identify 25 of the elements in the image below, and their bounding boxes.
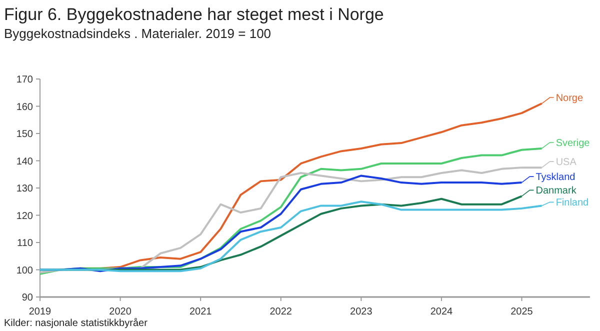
legend-label: Finland [556,198,589,209]
legend-label: Sverige [556,138,590,149]
y-tick-label: 90 [22,292,34,304]
y-tick-label: 140 [16,156,34,168]
text: Kilder: nasjonale statistikkbyråer [4,317,148,329]
x-tick-label: 2024 [430,306,454,318]
x-tick-label: 2019 [28,306,52,318]
y-tick-label: 110 [17,238,34,249]
legend-label: Norge [556,93,584,104]
legend-label: Danmark [536,186,578,197]
y-tick-label: 150 [16,129,34,140]
x-tick-label: 2022 [270,306,292,318]
chart-subtitle: Byggekostnadsindeks . Materialer. 2019 = 100 [4,26,272,41]
x-tick-label: 2023 [350,306,373,318]
y-tick-label: 160 [16,102,34,113]
x-tick-label: 2021 [189,306,212,318]
x-tick-label: 2020 [109,306,132,318]
y-tick-label: 100 [16,265,34,276]
legend-label: USA [556,157,577,168]
y-tick-label: 130 [16,184,34,194]
chart-title: Figur 6. Byggekostnadene har steget mest i Norge [4,5,384,24]
x-tick-label: 2025 [510,306,534,318]
y-tick-label: 120 [16,210,34,222]
y-tick-label: 170 [16,74,34,86]
legend-label: Tyskland [536,172,576,184]
